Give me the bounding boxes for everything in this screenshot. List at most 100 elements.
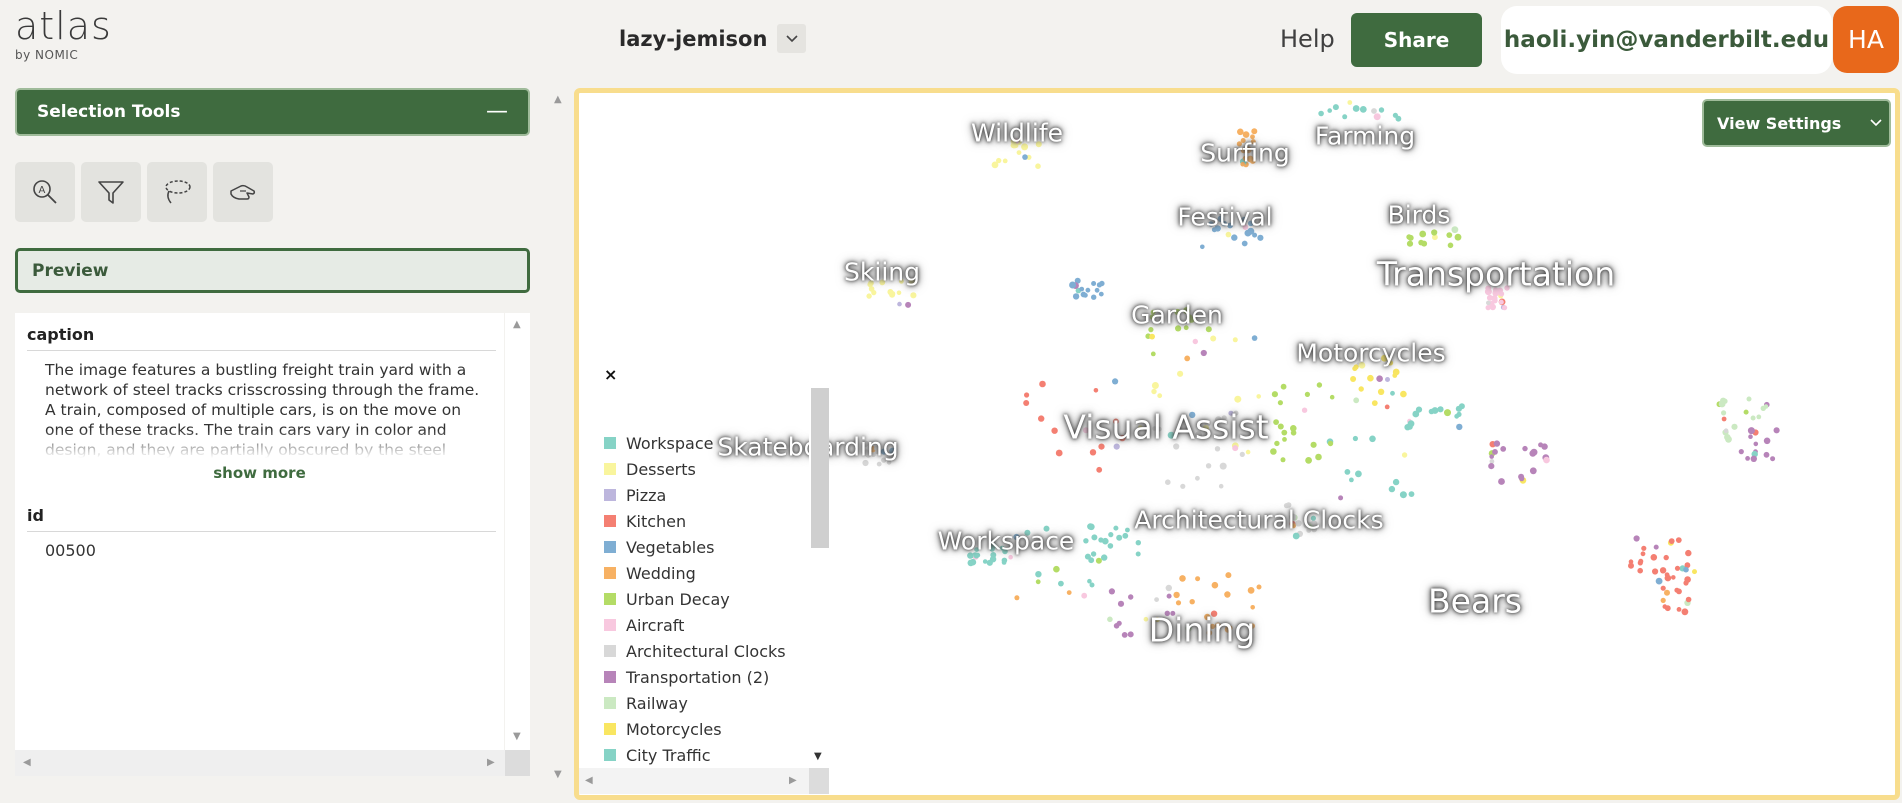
data-point[interactable] — [1245, 449, 1251, 455]
data-point[interactable] — [1206, 630, 1213, 636]
data-point[interactable] — [1225, 572, 1232, 579]
main-vertical-scrollbar[interactable]: ▲ ▼ — [548, 88, 570, 788]
user-email[interactable]: haoli.yin@vanderbilt.edu — [1501, 6, 1832, 74]
data-point[interactable] — [1038, 415, 1045, 422]
data-point[interactable] — [1489, 454, 1494, 459]
data-point[interactable] — [1745, 456, 1750, 461]
data-point[interactable] — [874, 445, 879, 451]
scroll-up-icon[interactable]: ▲ — [513, 319, 521, 330]
scroll-down-icon[interactable]: ▼ — [513, 731, 521, 742]
data-point[interactable] — [1392, 478, 1400, 486]
data-point[interactable] — [1127, 631, 1134, 638]
data-point[interactable] — [1108, 532, 1114, 538]
data-point[interactable] — [1486, 294, 1493, 301]
data-point[interactable] — [1519, 475, 1525, 482]
data-point[interactable] — [1058, 580, 1064, 587]
data-point[interactable] — [1250, 605, 1255, 610]
data-point[interactable] — [1318, 110, 1324, 117]
data-point[interactable] — [1352, 105, 1360, 112]
data-point[interactable] — [1008, 554, 1013, 560]
data-point[interactable] — [1039, 380, 1046, 388]
data-point[interactable] — [1202, 425, 1209, 432]
data-point[interactable] — [1165, 584, 1172, 592]
data-point[interactable] — [1338, 495, 1344, 501]
data-point[interactable] — [1087, 523, 1094, 530]
data-point[interactable] — [1392, 373, 1398, 378]
data-point[interactable] — [1021, 143, 1029, 151]
data-point[interactable] — [865, 451, 872, 458]
data-point[interactable] — [862, 440, 869, 447]
data-point[interactable] — [1349, 477, 1354, 483]
data-point[interactable] — [1376, 375, 1383, 383]
data-point[interactable] — [1239, 451, 1245, 457]
data-point[interactable] — [1083, 427, 1089, 434]
data-point[interactable] — [1102, 537, 1109, 545]
data-point[interactable] — [1390, 390, 1395, 396]
data-point[interactable] — [1492, 449, 1498, 455]
data-point[interactable] — [1628, 559, 1634, 564]
data-point[interactable] — [1081, 592, 1088, 599]
data-point[interactable] — [1282, 437, 1287, 442]
data-point[interactable] — [1152, 426, 1157, 431]
data-point[interactable] — [910, 292, 917, 299]
data-point[interactable] — [868, 286, 875, 292]
data-point[interactable] — [1277, 400, 1283, 406]
data-point[interactable] — [1219, 462, 1227, 470]
data-point[interactable] — [1310, 515, 1316, 521]
data-point[interactable] — [1096, 282, 1102, 288]
data-point[interactable] — [1748, 434, 1753, 440]
data-point[interactable] — [1344, 469, 1351, 475]
data-point[interactable] — [989, 546, 995, 552]
data-point[interactable] — [1451, 226, 1459, 234]
topic-label[interactable]: Architectural Clocks — [1134, 505, 1384, 535]
legend-item[interactable]: Railway — [604, 690, 786, 716]
data-point[interactable] — [1098, 443, 1105, 450]
data-point[interactable] — [1401, 452, 1408, 458]
data-point[interactable] — [1218, 483, 1224, 489]
data-point[interactable] — [982, 559, 988, 564]
data-point[interactable] — [1301, 407, 1308, 413]
data-point[interactable] — [1498, 291, 1505, 297]
data-point[interactable] — [1143, 616, 1149, 622]
data-point[interactable] — [1240, 161, 1245, 167]
data-point[interactable] — [1378, 107, 1385, 113]
data-point[interactable] — [1002, 158, 1008, 164]
data-point[interactable] — [1650, 554, 1658, 561]
data-point[interactable] — [1224, 626, 1232, 633]
data-point[interactable] — [1281, 429, 1288, 436]
data-point[interactable] — [1093, 388, 1099, 393]
data-point[interactable] — [1245, 146, 1252, 154]
data-point[interactable] — [1231, 234, 1238, 241]
data-point[interactable] — [1674, 565, 1681, 571]
data-point[interactable] — [1454, 233, 1462, 241]
data-point[interactable] — [866, 293, 872, 299]
topic-label[interactable]: Visual Assist — [1063, 407, 1269, 447]
data-point[interactable] — [1491, 295, 1498, 302]
data-point[interactable] — [1280, 383, 1287, 390]
data-point[interactable] — [1117, 600, 1125, 607]
topic-label[interactable]: Motorcycles — [1296, 338, 1446, 368]
legend-item[interactable]: Wedding — [604, 560, 786, 586]
data-point[interactable] — [1016, 150, 1022, 155]
data-point[interactable] — [862, 459, 869, 467]
data-point[interactable] — [1238, 423, 1244, 428]
data-point[interactable] — [996, 157, 1002, 164]
data-point[interactable] — [1273, 419, 1279, 425]
data-point[interactable] — [1310, 441, 1317, 448]
data-point[interactable] — [889, 447, 896, 455]
data-point[interactable] — [1377, 388, 1385, 395]
data-point[interactable] — [1244, 229, 1252, 237]
data-point[interactable] — [1237, 128, 1244, 136]
data-point[interactable] — [1170, 610, 1176, 616]
data-point[interactable] — [1241, 216, 1248, 223]
legend-item[interactable]: City Traffic — [604, 742, 786, 768]
data-point[interactable] — [1447, 242, 1454, 249]
data-point[interactable] — [1488, 463, 1495, 470]
data-point[interactable] — [1274, 440, 1280, 447]
data-point[interactable] — [989, 556, 997, 563]
data-point[interactable] — [1723, 428, 1729, 434]
data-point[interactable] — [1175, 325, 1182, 332]
data-point[interactable] — [1504, 285, 1510, 291]
data-point[interactable] — [1089, 582, 1095, 588]
data-point[interactable] — [1247, 155, 1254, 163]
